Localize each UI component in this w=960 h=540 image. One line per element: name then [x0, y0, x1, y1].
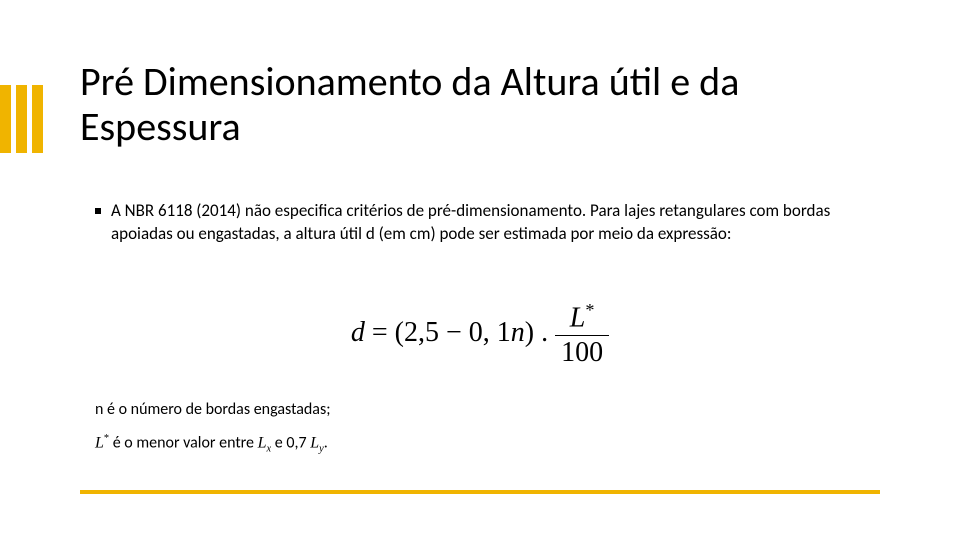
accent-bar-icon	[16, 85, 27, 153]
note-mid: é o menor valor entre	[109, 433, 258, 452]
formula-eq: =	[365, 317, 395, 348]
bullet-text: A NBR 6118 (2014) não especifica critéri…	[111, 200, 890, 246]
note-line-1: n é o número de bordas engastadas;	[95, 400, 331, 419]
formula-L: L	[570, 302, 586, 333]
formula: d = (2,5 − 0, 1n) . L*100	[0, 300, 960, 370]
slide: Pré Dimensionamento da Altura útil e da …	[0, 0, 960, 540]
note-and: e 0,7	[271, 433, 310, 452]
formula-denominator: 100	[555, 336, 609, 370]
formula-open: (2,5 − 0, 1	[395, 317, 511, 348]
note-line-2: L* é o menor valor entre Lx e 0,7 Ly.	[95, 433, 331, 455]
formula-L-sup: *	[585, 300, 594, 320]
notes: n é o número de bordas engastadas; L* é …	[95, 400, 331, 469]
divider-line	[80, 490, 880, 494]
body-text: A NBR 6118 (2014) não especifica critéri…	[95, 200, 890, 246]
note-end: .	[324, 433, 328, 452]
accent-bar-icon	[32, 85, 43, 153]
accent-bars	[0, 85, 43, 153]
formula-numerator: L*	[555, 300, 609, 336]
formula-close: ) .	[525, 317, 555, 348]
formula-fraction: L*100	[555, 300, 609, 370]
formula-n: n	[511, 317, 525, 348]
page-title: Pré Dimensionamento da Altura útil e da …	[80, 60, 900, 150]
formula-d: d	[351, 317, 365, 348]
bullet-item: A NBR 6118 (2014) não especifica critéri…	[95, 200, 890, 246]
accent-bar-icon	[0, 85, 11, 153]
note-Ly-var: L	[310, 434, 319, 451]
note-Lstar-var: L	[95, 434, 104, 451]
note-Lx-var: L	[258, 434, 267, 451]
bullet-icon	[95, 208, 101, 214]
